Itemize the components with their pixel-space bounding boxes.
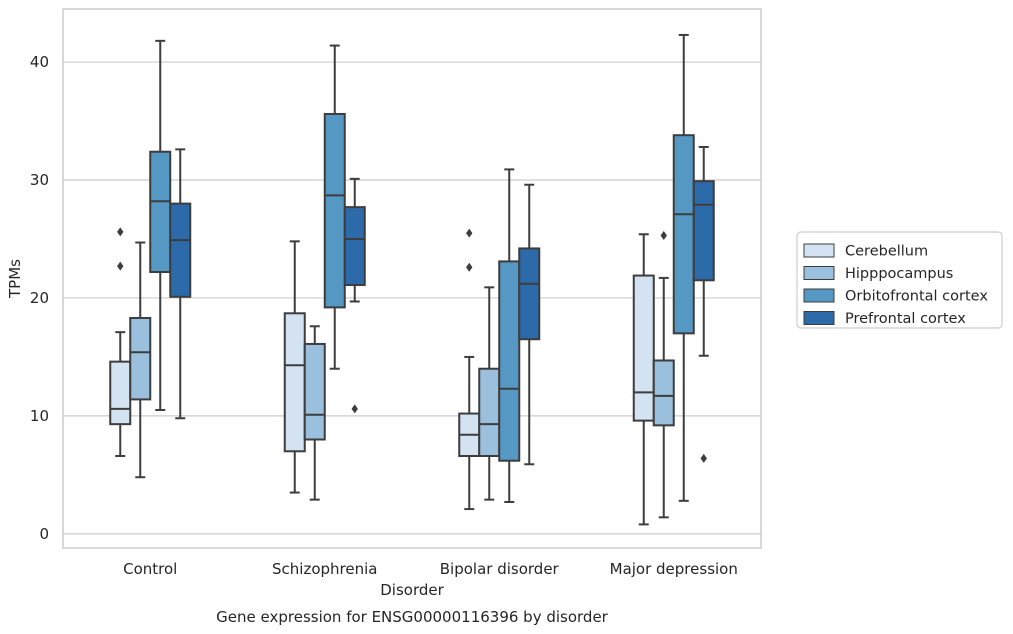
box-hipppocampus-0	[129, 241, 152, 479]
y-tick-0: 0	[39, 525, 49, 543]
iqr-box	[652, 359, 675, 427]
outlier-point	[466, 228, 473, 238]
series-cerebellum	[109, 227, 655, 526]
x-tick-schizophrenia: Schizophrenia	[272, 560, 377, 578]
y-tick-20: 20	[30, 289, 49, 307]
legend-item-orbitofrontal-cortex: Orbitofrontal cortex	[803, 288, 988, 305]
iqr-box	[129, 317, 152, 401]
series-orbitofrontal-cortex	[149, 33, 695, 504]
series-hipppocampus	[129, 230, 675, 519]
box-orbitofrontal-cortex-3	[672, 33, 695, 502]
box-cerebellum-0	[109, 227, 132, 458]
legend-swatch	[803, 243, 835, 258]
iqr-box	[109, 360, 132, 426]
y-gridlines	[63, 61, 761, 535]
y-tick-40: 40	[30, 53, 49, 71]
iqr-box	[518, 247, 541, 341]
legend-swatch	[803, 311, 835, 325]
x-tick-labels: Control Schizophrenia Bipolar disorder Majo…	[123, 560, 738, 578]
iqr-box	[169, 202, 192, 298]
iqr-box	[283, 312, 306, 453]
plot-frame	[62, 8, 762, 549]
legend-label: Prefrontal cortex	[845, 311, 966, 327]
box-orbitofrontal-cortex-0	[149, 39, 172, 412]
box-prefrontal-cortex-2	[518, 183, 541, 466]
box-groups	[109, 33, 715, 526]
x-tick-major-depression: Major depression	[610, 560, 738, 578]
legend-item-prefrontal-cortex: Prefrontal cortex	[803, 311, 966, 327]
box-orbitofrontal-cortex-2	[498, 168, 521, 504]
chart-caption: Gene expression for ENSG00000116396 by d…	[216, 608, 609, 626]
legend-item-hipppocampus: Hipppocampus	[803, 266, 953, 282]
iqr-box	[303, 342, 326, 441]
x-axis-label: Disorder	[380, 581, 444, 599]
box-prefrontal-cortex-1	[343, 177, 366, 414]
box-cerebellum-3	[632, 233, 655, 526]
legend-label: Orbitofrontal cortex	[845, 289, 988, 305]
iqr-box	[672, 134, 695, 335]
outlier-point	[117, 261, 124, 271]
iqr-box	[343, 206, 366, 286]
box-prefrontal-cortex-0	[169, 148, 192, 420]
box-hipppocampus-3	[652, 230, 675, 519]
outlier-point	[660, 230, 667, 240]
y-tick-10: 10	[30, 407, 49, 425]
legend: Cerebellum Hipppocampus Orbitofrontal cort…	[796, 231, 1003, 329]
iqr-box	[498, 260, 521, 462]
y-tick-labels: 0 10 20 30 40	[30, 53, 49, 543]
box-hipppocampus-2	[478, 286, 501, 501]
iqr-box	[692, 180, 715, 282]
legend-swatch	[803, 288, 835, 303]
box-prefrontal-cortex-3	[692, 145, 715, 463]
y-axis-label: TPMs	[6, 259, 24, 299]
legend-label: Hipppocampus	[845, 266, 953, 282]
box-cerebellum-1	[283, 240, 306, 494]
box-cerebellum-2	[458, 228, 481, 511]
x-tick-control: Control	[123, 560, 177, 578]
outlier-point	[351, 404, 358, 414]
series-prefrontal-cortex	[169, 145, 715, 466]
legend-frame	[796, 231, 1003, 329]
outlier-point	[466, 262, 473, 272]
legend-label: Cerebellum	[845, 244, 928, 260]
legend-swatch	[803, 266, 835, 280]
outlier-point	[700, 453, 707, 463]
box-hipppocampus-1	[303, 325, 326, 501]
x-tick-bipolar-disorder: Bipolar disorder	[440, 560, 560, 578]
iqr-box	[323, 112, 346, 309]
y-tick-30: 30	[30, 171, 49, 189]
iqr-box	[478, 367, 501, 458]
box-orbitofrontal-cortex-1	[323, 44, 346, 370]
iqr-box	[149, 150, 172, 274]
legend-item-cerebellum: Cerebellum	[803, 243, 928, 260]
iqr-box	[632, 274, 655, 422]
outlier-point	[117, 227, 124, 237]
